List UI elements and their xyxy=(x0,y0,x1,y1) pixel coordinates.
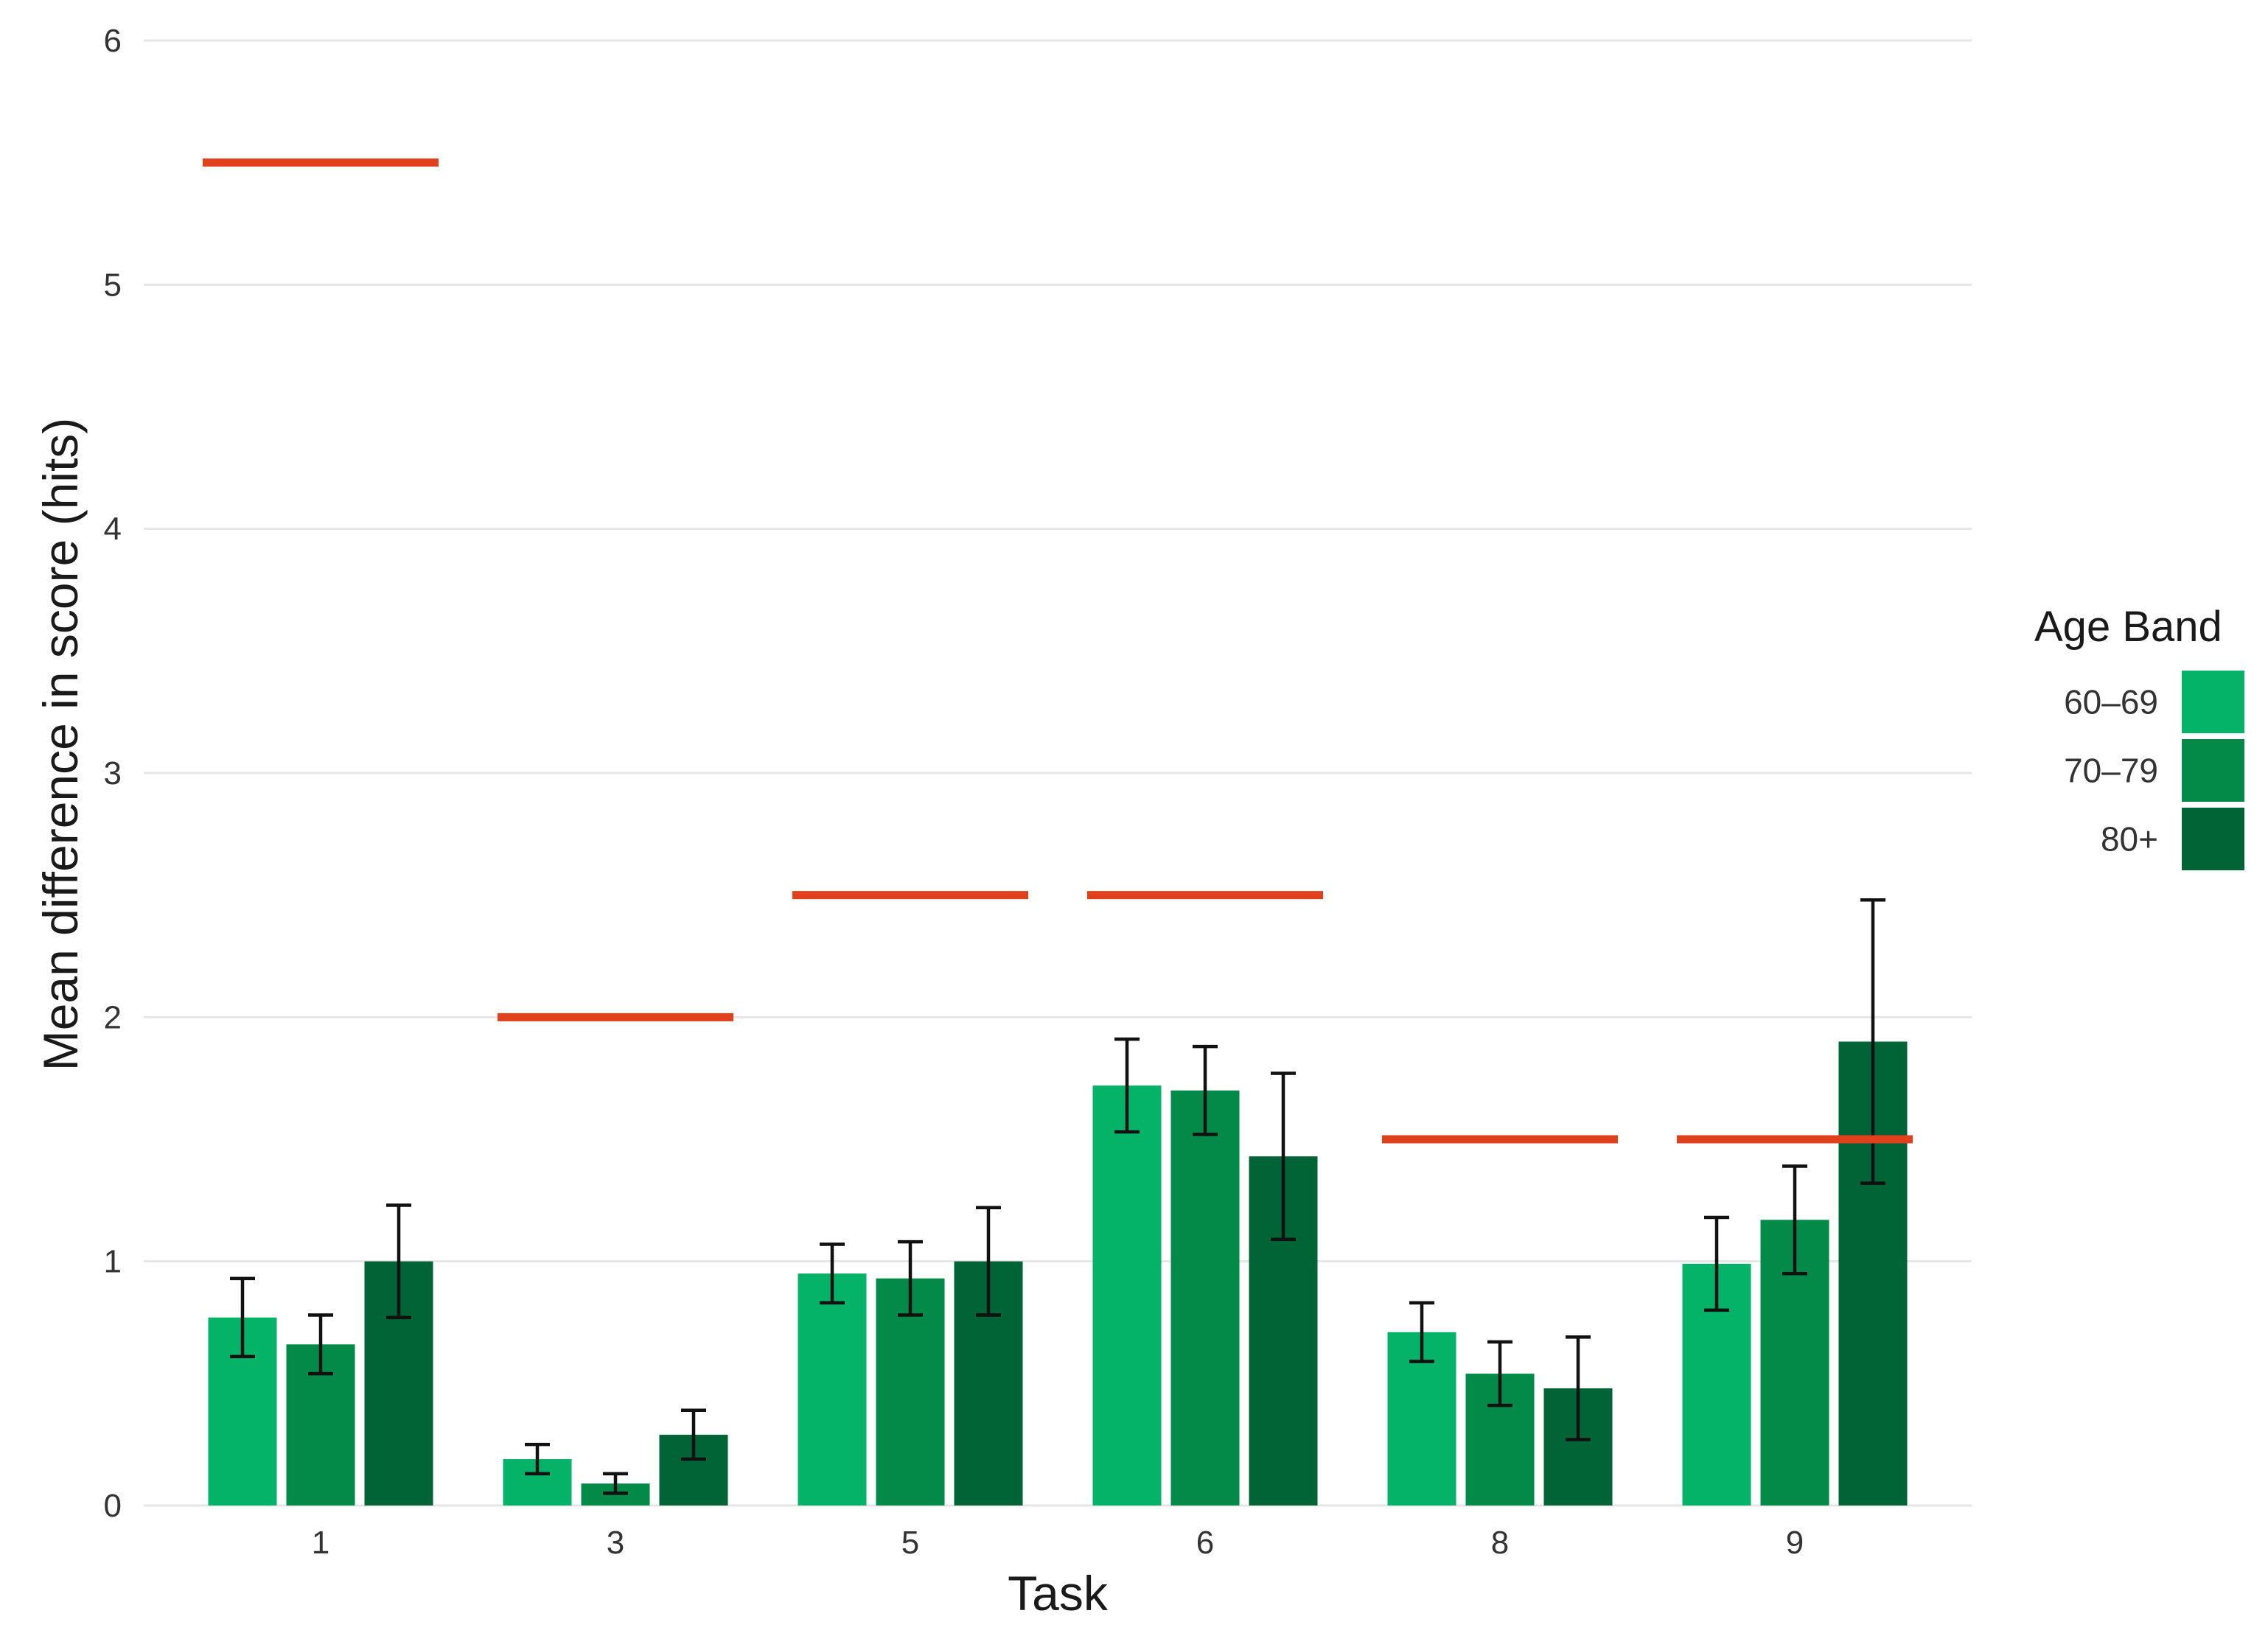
y-axis-title: Mean difference in score (hits) xyxy=(33,418,88,1071)
bar-task-6-series-1 xyxy=(1092,1085,1162,1506)
error-bar-task-3-series-1 xyxy=(525,1442,550,1476)
y-tick-label-6: 6 xyxy=(104,23,122,59)
bar-task-5-series-1 xyxy=(798,1273,867,1506)
x-tick-label-6: 6 xyxy=(1196,1525,1214,1561)
x-tick-label-9: 9 xyxy=(1786,1525,1804,1561)
y-tick-label-4: 4 xyxy=(104,511,122,548)
error-bar-task-8-series-1 xyxy=(1409,1301,1434,1363)
legend-key-series-3 xyxy=(2182,808,2244,870)
legend-label-series-3: 80+ xyxy=(2101,820,2158,859)
error-bar-task-9-series-2 xyxy=(1782,1164,1807,1276)
legend-label-series-2: 70–79 xyxy=(2064,752,2158,790)
legend-label-series-1: 60–69 xyxy=(2064,683,2158,721)
tick-labels-layer: 0 1 2 3 4 5 6 1 3 5 6 8 9 xyxy=(104,23,1804,1561)
error-bar-task-3-series-2 xyxy=(603,1472,628,1495)
error-bar-task-6-series-2 xyxy=(1193,1044,1218,1136)
x-tick-label-3: 3 xyxy=(607,1525,624,1561)
error-bar-task-1-series-3 xyxy=(386,1203,411,1320)
x-tick-label-1: 1 xyxy=(312,1525,329,1561)
error-bar-task-5-series-3 xyxy=(976,1206,1001,1317)
y-tick-label-5: 5 xyxy=(104,267,122,303)
error-bar-task-6-series-3 xyxy=(1271,1071,1296,1242)
reference-lines-layer xyxy=(203,158,1913,1144)
bars-layer xyxy=(208,1041,1908,1506)
bar-task-6-series-2 xyxy=(1170,1090,1240,1506)
legend-key-series-1 xyxy=(2182,671,2244,733)
y-tick-label-1: 1 xyxy=(104,1244,122,1280)
grid-layer xyxy=(144,39,1972,1507)
error-bar-task-6-series-1 xyxy=(1114,1037,1140,1134)
error-bar-task-8-series-3 xyxy=(1566,1335,1591,1441)
error-bar-task-3-series-3 xyxy=(681,1408,706,1461)
x-tick-label-5: 5 xyxy=(901,1525,919,1561)
legend-key-series-2 xyxy=(2182,739,2244,802)
y-tick-label-0: 0 xyxy=(104,1488,122,1524)
legend: Age Band 60–69 70–79 80+ xyxy=(2034,603,2244,870)
error-bar-task-1-series-1 xyxy=(230,1276,255,1359)
error-bar-task-5-series-1 xyxy=(820,1242,845,1305)
y-tick-label-2: 2 xyxy=(104,999,122,1035)
y-tick-label-3: 3 xyxy=(104,755,122,791)
x-axis-title: Task xyxy=(1008,1566,1109,1620)
x-tick-label-8: 8 xyxy=(1491,1525,1509,1561)
error-bar-task-8-series-2 xyxy=(1487,1340,1512,1408)
error-bars-layer xyxy=(230,898,1885,1495)
error-bar-task-5-series-2 xyxy=(898,1239,923,1317)
error-bar-task-1-series-2 xyxy=(308,1313,333,1376)
legend-title: Age Band xyxy=(2034,603,2222,651)
error-bar-task-9-series-1 xyxy=(1704,1215,1729,1312)
